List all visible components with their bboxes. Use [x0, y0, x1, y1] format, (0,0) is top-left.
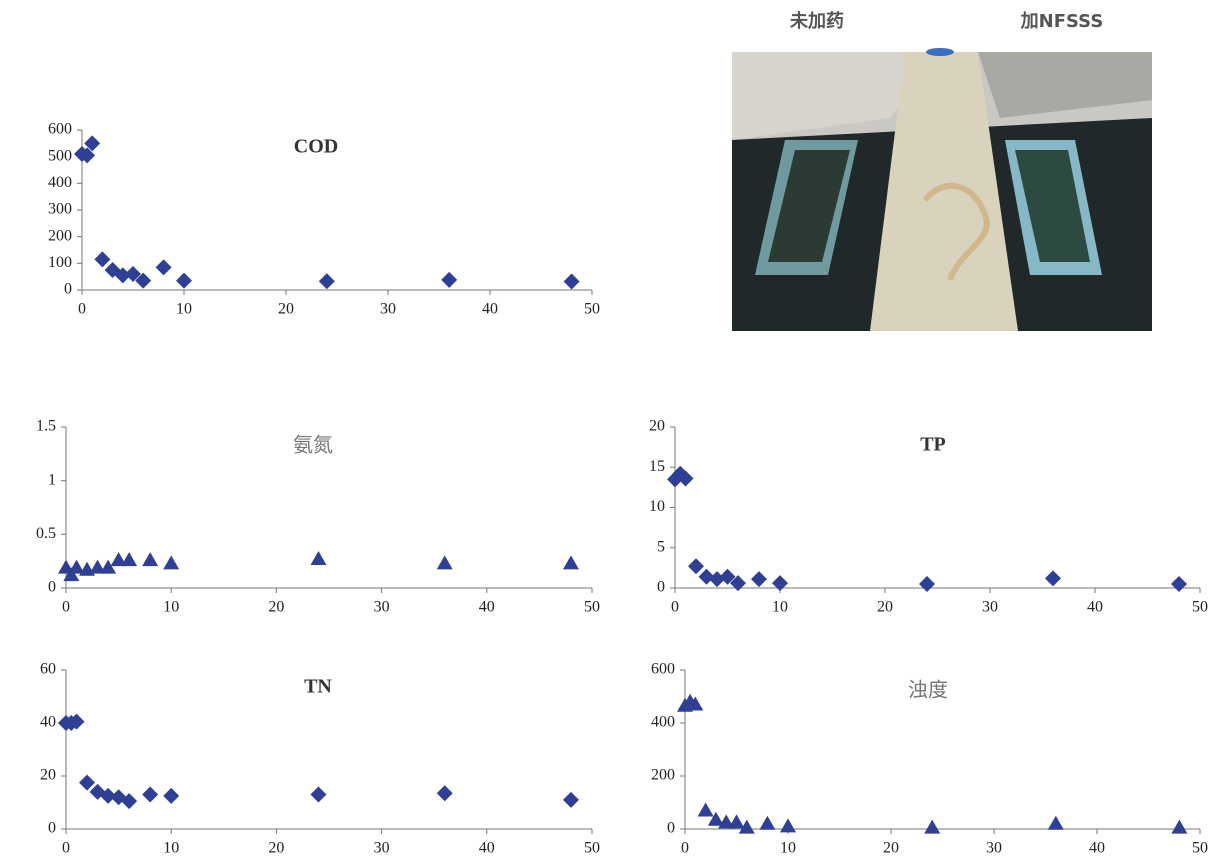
y-tick-label: 5: [657, 538, 665, 555]
y-tick-label: 100: [48, 254, 72, 271]
point: [94, 251, 110, 267]
y-tick-label: 200: [48, 227, 72, 244]
x-tick-label: 0: [671, 599, 679, 616]
chart-title: 浊度: [908, 679, 948, 702]
x-tick-label: 30: [374, 599, 390, 616]
x-tick-label: 50: [1192, 840, 1208, 857]
y-tick-label: 400: [651, 714, 675, 731]
x-tick-label: 10: [780, 840, 796, 857]
point: [759, 816, 775, 830]
y-tick-label: 200: [651, 767, 675, 784]
chart: 0 10 20 30 40 50 0 5 10 15 20 TP: [649, 418, 1208, 616]
point: [156, 259, 172, 275]
point: [142, 552, 158, 566]
chart: 0 10 20 30 40 50 0 0.5 1 1.5 氨氮: [36, 418, 600, 616]
y-tick-label: 0: [48, 820, 56, 837]
y-tick-label: 600: [651, 661, 675, 678]
photo-label: 未加药: [790, 10, 844, 32]
point: [919, 576, 935, 592]
y-tick-label: 0: [667, 820, 675, 837]
point: [688, 558, 704, 574]
photo-label: 加NFSSS: [1020, 11, 1104, 32]
y-tick-label: 0: [64, 281, 72, 298]
x-tick-label: 40: [482, 301, 498, 318]
point: [698, 802, 714, 816]
point: [1048, 816, 1064, 830]
x-tick-label: 0: [62, 840, 70, 857]
x-tick-label: 10: [163, 840, 179, 857]
chart-title: TN: [304, 676, 332, 698]
y-tick-label: 600: [48, 121, 72, 138]
x-tick-label: 40: [1089, 840, 1105, 857]
photo: 未加药 加NFSSS: [732, 10, 1152, 331]
point: [729, 814, 745, 828]
point: [564, 273, 580, 289]
point: [563, 555, 579, 569]
point: [1045, 570, 1061, 586]
point: [772, 575, 788, 591]
point: [1171, 820, 1187, 834]
point: [121, 552, 137, 566]
x-tick-label: 20: [268, 599, 284, 616]
chart: 0 10 20 30 40 50 0 200 400 600 浊度: [651, 661, 1208, 857]
y-tick-label: 15: [649, 458, 665, 475]
page: 未加药 加NFSSS 01020304050010020030040050060…: [0, 0, 1221, 867]
chart-title: TP: [920, 434, 946, 456]
x-tick-label: 20: [877, 599, 893, 616]
point: [142, 787, 158, 803]
y-tick-label: 10: [649, 498, 665, 515]
y-tick-label: 0: [48, 579, 56, 596]
point: [437, 555, 453, 569]
x-tick-label: 40: [1087, 599, 1103, 616]
y-tick-label: 400: [48, 174, 72, 191]
chart-title: COD: [294, 136, 338, 158]
point: [1171, 576, 1187, 592]
point: [780, 818, 796, 832]
y-tick-label: 40: [40, 714, 56, 731]
y-tick-label: 300: [48, 201, 72, 218]
point: [310, 787, 326, 803]
point: [79, 775, 95, 791]
point: [751, 571, 767, 587]
point: [176, 273, 192, 289]
y-tick-label: 500: [48, 147, 72, 164]
point: [563, 792, 579, 808]
point: [310, 551, 326, 565]
x-tick-label: 10: [772, 599, 788, 616]
y-tick-label: 0: [657, 579, 665, 596]
point: [437, 785, 453, 801]
chart: 0 10 20 30 40 50 0 20 40 60 TN: [40, 661, 600, 857]
x-tick-label: 50: [584, 301, 600, 318]
x-tick-label: 20: [883, 840, 899, 857]
chart-title: 氨氮: [293, 434, 333, 457]
point: [163, 788, 179, 804]
x-tick-label: 30: [986, 840, 1002, 857]
y-tick-label: 1: [48, 471, 56, 488]
y-tick-label: 1.5: [36, 418, 56, 435]
point: [924, 820, 940, 834]
x-tick-label: 10: [176, 301, 192, 318]
x-tick-label: 30: [374, 840, 390, 857]
y-tick-label: 20: [649, 418, 665, 435]
x-tick-label: 50: [1192, 599, 1208, 616]
y-tick-label: 0.5: [36, 525, 56, 542]
y-tick-label: 60: [40, 661, 56, 678]
x-tick-label: 40: [479, 599, 495, 616]
x-tick-label: 30: [982, 599, 998, 616]
x-tick-label: 0: [681, 840, 689, 857]
x-tick-label: 20: [268, 840, 284, 857]
point: [163, 555, 179, 569]
x-tick-label: 10: [163, 599, 179, 616]
x-tick-label: 0: [62, 599, 70, 616]
x-tick-label: 20: [278, 301, 294, 318]
x-tick-label: 50: [584, 840, 600, 857]
y-tick-label: 20: [40, 767, 56, 784]
x-tick-label: 40: [479, 840, 495, 857]
x-tick-label: 30: [380, 301, 396, 318]
x-tick-label: 50: [584, 599, 600, 616]
point: [319, 273, 335, 289]
x-tick-label: 0: [78, 301, 86, 318]
point: [441, 272, 457, 288]
